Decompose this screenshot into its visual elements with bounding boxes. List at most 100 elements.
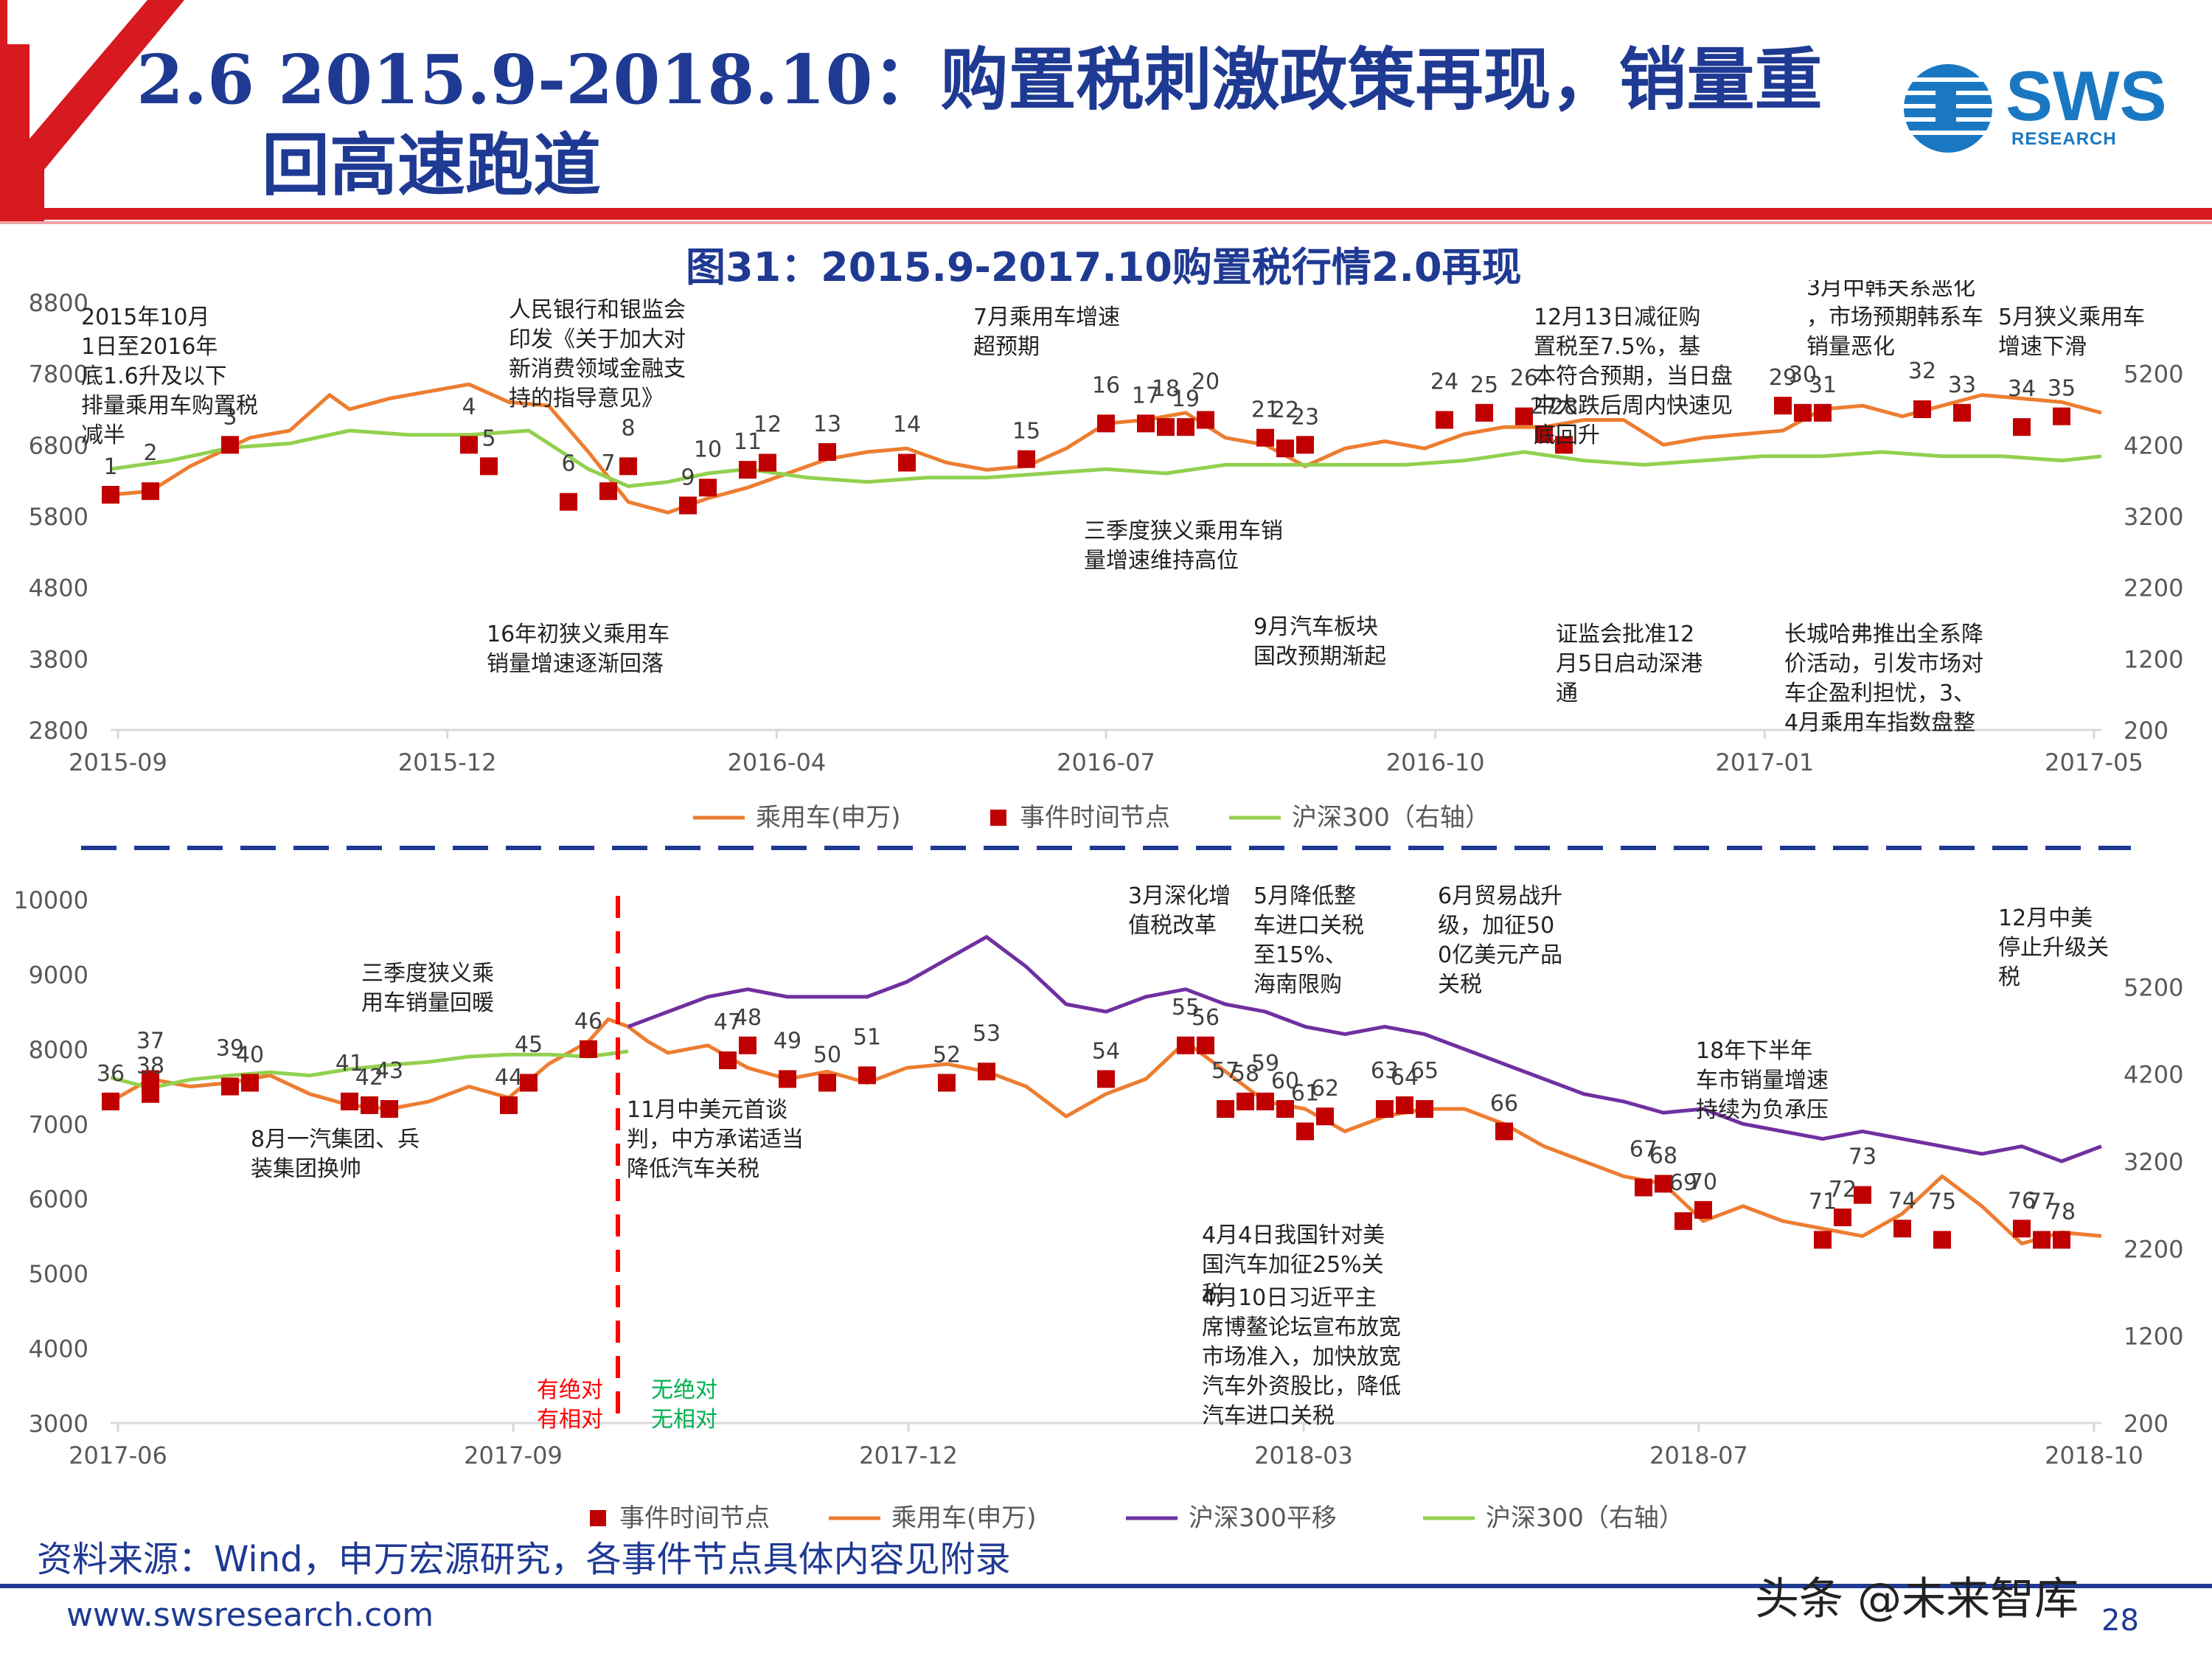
event-label: 10 <box>694 437 722 462</box>
divider-label-right: 无绝对 <box>651 1377 717 1403</box>
y-left-tick-label: 6000 <box>29 1186 88 1214</box>
event-marker <box>1794 403 1812 422</box>
event-marker <box>1296 1122 1314 1141</box>
y-right-tick-label: 2200 <box>2124 1235 2183 1263</box>
x-tick-label: 2017-06 <box>69 1441 167 1470</box>
event-marker <box>1276 1100 1294 1118</box>
event-label: 42 <box>355 1065 383 1091</box>
event-label: 70 <box>1689 1169 1717 1195</box>
y-right-tick-label: 200 <box>2124 1410 2168 1438</box>
event-label: 29 <box>1769 365 1797 391</box>
event-label: 23 <box>1291 404 1319 430</box>
event-marker <box>1217 1100 1234 1118</box>
annotation-text: 席博鳌论坛宣布放宽 <box>1202 1315 1401 1340</box>
event-label: 32 <box>1908 358 1936 384</box>
annotation-text: 持的指导意见》 <box>509 386 664 411</box>
event-label: 64 <box>1391 1065 1419 1091</box>
event-marker <box>361 1096 378 1114</box>
annotation-text: 12月中美 <box>1998 905 2093 931</box>
annotation-text: 装集团换帅 <box>251 1156 361 1182</box>
event-marker <box>1376 1100 1394 1118</box>
x-tick-label: 2016-10 <box>1386 748 1485 776</box>
header-underline-thin <box>0 221 2212 224</box>
event-label: 59 <box>1251 1051 1279 1077</box>
event-label: 41 <box>335 1051 364 1077</box>
annotation-text: 三季度狭义乘用车销 <box>1084 518 1283 544</box>
event-marker <box>1953 403 1971 422</box>
annotation-text: 持续为负承压 <box>1696 1097 1829 1123</box>
footer-url[interactable]: www.swsresearch.com <box>66 1596 434 1634</box>
annotation-text: 底1.6升及以下 <box>81 364 227 389</box>
annotation-text: 关税 <box>1438 972 1482 998</box>
event-label: 45 <box>515 1032 543 1058</box>
series-line <box>109 1017 2102 1246</box>
event-marker <box>142 1085 159 1103</box>
annotation-text: 2015年10月 <box>81 305 210 330</box>
logo-text: SWS <box>2006 57 2167 136</box>
sws-globe-icon <box>1902 64 1994 153</box>
event-label: 11 <box>734 429 762 455</box>
chart-2: 1000090008000700060005000400030005200420… <box>13 883 2183 1533</box>
event-label: 37 <box>136 1028 164 1054</box>
annotation-text: 三季度狭义乘 <box>361 961 494 987</box>
event-marker <box>380 1100 398 1118</box>
event-label: 1 <box>103 454 117 480</box>
annotation-text: 排量乘用车购置税 <box>81 393 258 419</box>
event-label: 8 <box>621 415 635 441</box>
event-marker <box>739 1036 757 1054</box>
event-marker <box>679 496 697 515</box>
legend-label: 乘用车(申万) <box>756 803 901 832</box>
event-label: 7 <box>601 451 615 476</box>
event-label: 33 <box>1948 372 1976 398</box>
event-label: 21 <box>1251 397 1279 423</box>
event-marker <box>2033 1231 2051 1249</box>
event-marker <box>1854 1186 1871 1204</box>
event-marker <box>619 457 637 476</box>
source-note: 资料来源：Wind，申万宏源研究，各事件节点具体内容见附录 <box>37 1539 1011 1580</box>
event-label: 40 <box>236 1043 264 1068</box>
event-label: 30 <box>1789 362 1817 388</box>
annotation-text: 车市销量增速 <box>1696 1068 1829 1093</box>
annotation-text: 9月汽车板块 <box>1253 614 1378 640</box>
event-marker <box>1933 1231 1951 1249</box>
event-marker <box>1097 414 1115 433</box>
left-red-chevron-inner <box>0 44 29 221</box>
legend-label: 沪深300（右轴） <box>1292 803 1490 832</box>
annotation-text: 18年下半年 <box>1696 1038 1812 1064</box>
event-marker <box>1475 403 1493 422</box>
event-label: 61 <box>1291 1080 1319 1106</box>
event-label: 2 <box>143 440 157 466</box>
y-left-tick-label: 9000 <box>29 961 88 989</box>
footer-rule <box>0 1584 2212 1588</box>
event-label: 51 <box>853 1024 881 1050</box>
header-underline-red <box>0 208 2212 220</box>
annotation-text: 长城哈弗推出全系降 <box>1784 622 1983 647</box>
annotation-text: 税 <box>1202 1281 1224 1307</box>
event-label: 15 <box>1012 419 1040 445</box>
x-tick-label: 2017-12 <box>859 1441 958 1470</box>
page-title-line2: 回高速跑道 <box>262 125 602 205</box>
page-title-line1: 2.6 2015.9-2018.10：购置税刺激政策再现，销量重 <box>136 40 1823 119</box>
annotation-text: 月5日启动深港 <box>1556 651 1703 677</box>
annotation-text: 降低汽车关税 <box>627 1156 759 1182</box>
annotation-text: 停止升级关 <box>1998 935 2109 961</box>
event-label: 5 <box>481 425 495 451</box>
event-marker <box>1834 1208 1851 1227</box>
event-label: 52 <box>933 1043 961 1068</box>
y-right-tick-label: 3200 <box>2124 1148 2183 1176</box>
event-marker <box>1674 1212 1692 1231</box>
y-left-tick-label: 3800 <box>29 645 88 673</box>
series-line <box>110 382 2102 515</box>
annotation-text: 3月深化增 <box>1128 883 1231 909</box>
annotation-text: 8月一汽集团、兵 <box>251 1127 420 1152</box>
event-marker <box>1197 1036 1214 1054</box>
legend-label: 沪深300平移 <box>1189 1503 1337 1533</box>
event-label: 54 <box>1092 1038 1120 1064</box>
annotation-text: 销量恶化 <box>1806 334 1895 360</box>
event-label: 34 <box>2008 376 2036 402</box>
event-marker <box>1177 418 1194 437</box>
event-marker <box>580 1040 597 1058</box>
event-marker <box>938 1074 956 1092</box>
annotation-text: 值税改革 <box>1128 913 1217 939</box>
event-label: 12 <box>754 412 782 438</box>
